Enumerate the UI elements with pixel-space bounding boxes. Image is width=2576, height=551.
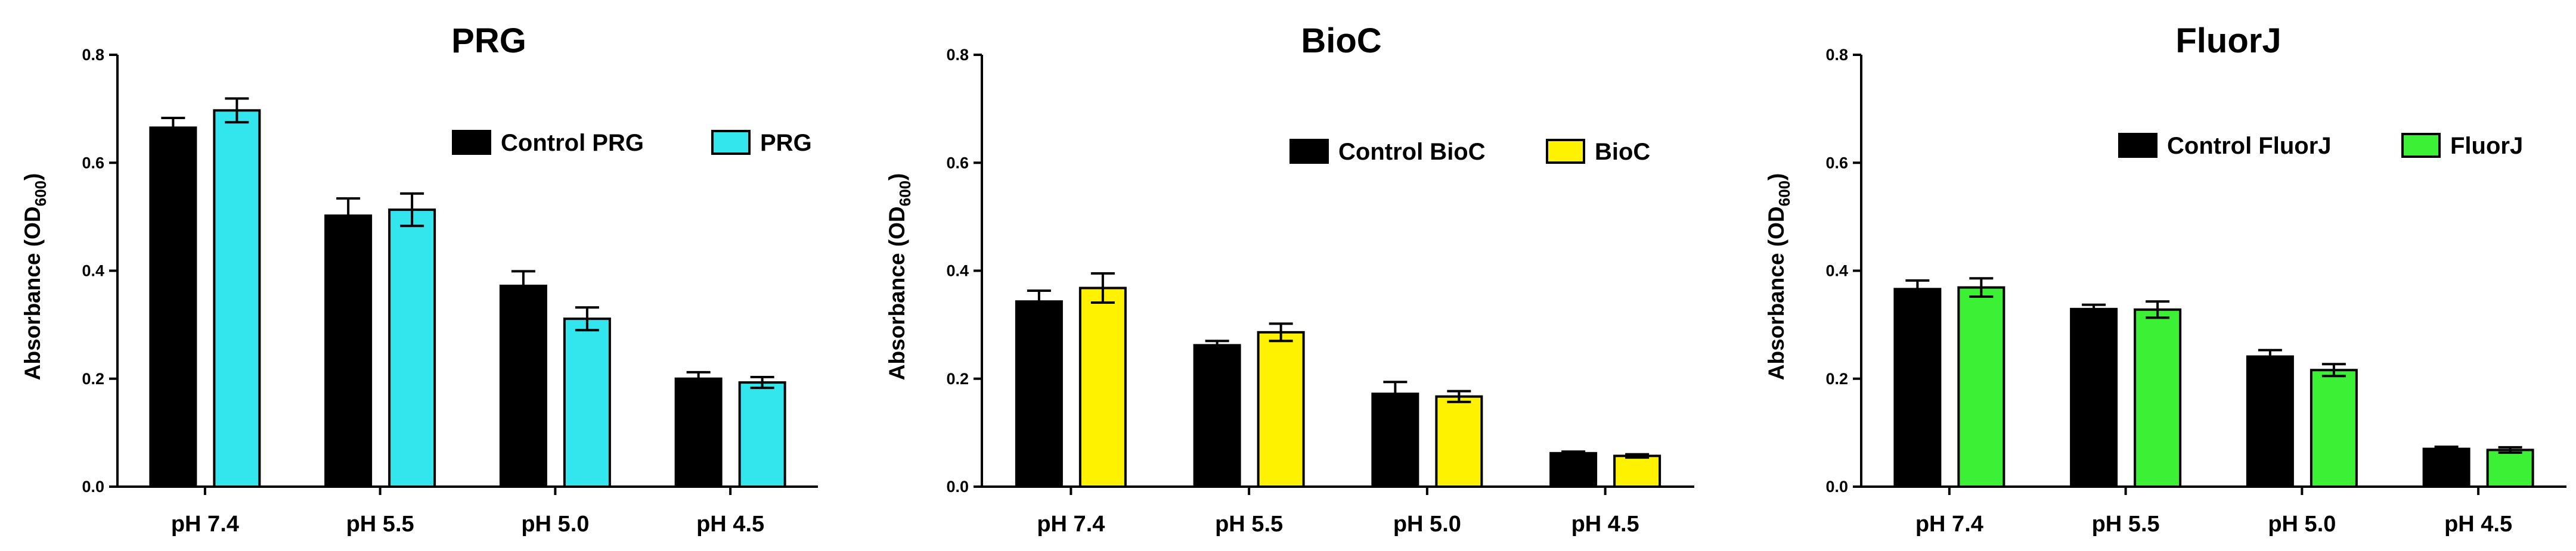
bar-control-prg-ph-4.5 xyxy=(674,377,723,488)
bar-fluorj-ph-4.5 xyxy=(2486,449,2534,488)
x-tick-label: pH 5.5 xyxy=(346,512,414,537)
y-axis-label-main: Absorbance (OD xyxy=(885,206,909,380)
bar-control-prg-ph-5.5 xyxy=(324,214,373,488)
bar-bioc-ph-4.5 xyxy=(1613,455,1661,488)
y-axis-label-subscript: 600 xyxy=(1775,180,1793,206)
bar-control-fluorj-ph-5.0 xyxy=(2246,355,2294,488)
legend-swatch xyxy=(2401,133,2441,158)
y-tick-label: 0.6 xyxy=(82,154,104,172)
y-tick-label: 0.8 xyxy=(1825,46,1848,64)
y-tick-label: 0.0 xyxy=(82,478,104,496)
y-axis-label-close: ) xyxy=(885,173,909,180)
bar-control-bioc-ph-4.5 xyxy=(1549,452,1598,488)
legend-label: Control FluorJ xyxy=(2167,133,2332,159)
y-tick-label: 0.4 xyxy=(946,262,969,280)
legend-swatch xyxy=(1546,139,1585,164)
bar-fluorj-ph-5.0 xyxy=(2310,369,2358,488)
y-axis-label-subscript: 600 xyxy=(896,180,914,206)
y-axis-label-main: Absorbance (OD xyxy=(1764,206,1788,380)
bar-control-bioc-ph-5.5 xyxy=(1193,344,1241,488)
y-tick-label: 0.0 xyxy=(946,478,969,496)
x-tick-label: pH 5.5 xyxy=(2092,512,2160,537)
chart-panel-prg: PRG 0.0 0.2 0.4 0.6 0.8 Absorbance (OD600) pH 7… xyxy=(20,21,818,537)
bar-prg-ph-7.4 xyxy=(213,109,261,488)
bar-control-bioc-ph-7.4 xyxy=(1015,300,1063,488)
bar-control-prg-ph-5.0 xyxy=(499,284,547,488)
bar-prg-ph-4.5 xyxy=(738,381,786,488)
bar-bioc-ph-5.0 xyxy=(1435,395,1483,488)
y-axis-label: Absorbance (OD600) xyxy=(20,173,49,381)
y-axis-label: Absorbance (OD600) xyxy=(885,173,914,381)
bar-fluorj-ph-5.5 xyxy=(2134,308,2182,488)
chart-title: FluorJ xyxy=(2175,21,2281,60)
x-tick-label: pH 7.4 xyxy=(1037,512,1105,537)
bar-control-fluorj-ph-7.4 xyxy=(1893,288,1942,488)
y-tick-label: 0.4 xyxy=(82,262,104,280)
legend-label: BioC xyxy=(1595,139,1650,165)
bar-fluorj-ph-7.4 xyxy=(1957,286,2005,488)
bar-control-bioc-ph-5.0 xyxy=(1371,393,1419,488)
x-tick-label: pH 4.5 xyxy=(696,512,764,537)
y-axis-label-subscript: 600 xyxy=(32,180,49,206)
y-axis-label: Absorbance (OD600) xyxy=(1764,173,1793,381)
bar-bioc-ph-5.5 xyxy=(1257,331,1305,488)
y-tick-label: 0.4 xyxy=(1825,262,1848,280)
x-tick-label: pH 4.5 xyxy=(1571,512,1639,537)
y-tick-label: 0.6 xyxy=(946,154,969,172)
x-tick-label: pH 5.5 xyxy=(1215,512,1283,537)
chart-panel-fluorj: FluorJ 0.0 0.2 0.4 0.6 0.8 Absorbance (OD600) p… xyxy=(1764,21,2566,537)
y-tick-label: 0.2 xyxy=(82,370,104,388)
bar-control-fluorj-ph-4.5 xyxy=(2422,447,2470,488)
chart-title: PRG xyxy=(451,21,526,60)
legend-label: Control PRG xyxy=(501,130,644,156)
bar-bioc-ph-7.4 xyxy=(1078,287,1127,488)
legend-swatch xyxy=(2118,133,2157,158)
x-tick-label: pH 7.4 xyxy=(1915,512,1983,537)
bar-prg-ph-5.0 xyxy=(563,317,611,488)
y-axis-label-main: Absorbance (OD xyxy=(20,206,45,380)
y-tick-label: 0.8 xyxy=(946,46,969,64)
bar-control-fluorj-ph-5.5 xyxy=(2070,307,2118,488)
y-axis-label-close: ) xyxy=(1764,173,1788,180)
legend-swatch xyxy=(1289,139,1329,164)
chart-title: BioC xyxy=(1301,21,1381,60)
x-tick-label: pH 7.4 xyxy=(171,512,239,537)
legend-label: PRG xyxy=(760,130,812,156)
y-tick-label: 0.8 xyxy=(82,46,104,64)
bar-control-prg-ph-7.4 xyxy=(149,126,197,488)
legend-swatch xyxy=(711,130,751,155)
y-axis-label-close: ) xyxy=(20,173,45,180)
y-tick-label: 0.0 xyxy=(1825,478,1848,496)
y-tick-label: 0.2 xyxy=(946,370,969,388)
legend-label: FluorJ xyxy=(2450,133,2523,159)
legend-label: Control BioC xyxy=(1338,139,1486,165)
x-tick-label: pH 5.0 xyxy=(2268,512,2336,537)
y-tick-label: 0.2 xyxy=(1825,370,1848,388)
y-tick-label: 0.6 xyxy=(1825,154,1848,172)
x-tick-label: pH 5.0 xyxy=(1393,512,1461,537)
chart-panel-bioc: BioC 0.0 0.2 0.4 0.6 0.8 Absorbance (OD600) pH … xyxy=(885,21,1694,537)
x-tick-label: pH 5.0 xyxy=(521,512,589,537)
x-tick-label: pH 4.5 xyxy=(2444,512,2512,537)
legend-swatch xyxy=(452,130,491,155)
bar-prg-ph-5.5 xyxy=(388,208,436,488)
